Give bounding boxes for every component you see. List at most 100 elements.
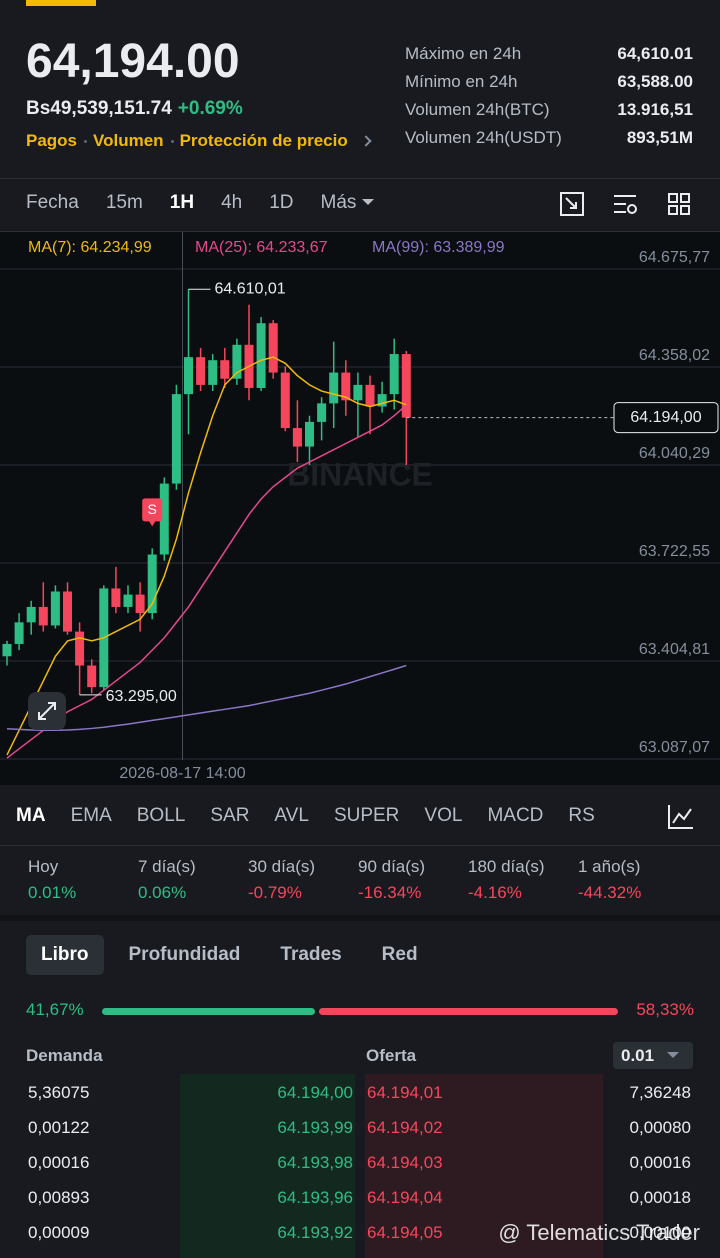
stat-row: Máximo en 24h 64,610.01: [405, 44, 693, 72]
candle-body: [2, 643, 12, 657]
icon-settings[interactable]: [614, 195, 636, 213]
book-tab[interactable]: Libro: [26, 935, 104, 975]
book-tab[interactable]: Red: [381, 944, 418, 965]
candle-body: [232, 344, 242, 379]
marker-text: S: [148, 501, 157, 517]
ask-price: 64.194,05: [367, 1223, 443, 1242]
perf-change: -4.16%: [468, 883, 522, 902]
bid-qty: 0,00016: [28, 1153, 90, 1172]
perf-change: -44.32%: [578, 883, 642, 902]
candle-body: [135, 594, 145, 614]
last-price: 64,194.00: [26, 35, 240, 88]
caret: [362, 199, 375, 211]
icon-fullscreen[interactable]: [560, 192, 584, 216]
indicator[interactable]: SAR: [210, 805, 250, 826]
indicator[interactable]: RS: [568, 805, 595, 826]
interval[interactable]: 1H: [169, 192, 195, 213]
interval[interactable]: 15m: [105, 192, 143, 213]
perf-period: 180 día(s): [468, 857, 545, 876]
candle-body: [14, 622, 24, 644]
ask-header: Oferta: [366, 1046, 417, 1065]
ask-price: 64.194,01: [367, 1083, 443, 1102]
change: +0.69%: [177, 98, 243, 119]
book-tab[interactable]: Profundidad: [128, 944, 241, 965]
ask-pct: 58,33%: [636, 1000, 694, 1019]
stat-value: 893,51M: [626, 128, 693, 147]
candle-body: [329, 372, 339, 404]
candle-body: [196, 357, 206, 385]
current-price-box: [613, 402, 719, 434]
y-tick-label: 64.675,77: [639, 249, 710, 266]
interval[interactable]: Fecha: [26, 192, 79, 213]
divider: [0, 231, 720, 232]
candle-body: [365, 384, 375, 407]
chart: 64.675,77 64.358,02 64.040,29 63.722,55 63.4…: [0, 232, 720, 785]
icon-indicators[interactable]: [666, 802, 696, 832]
perf-change: -16.34%: [358, 883, 422, 902]
interval[interactable]: 4h: [221, 192, 243, 213]
indicators: MA EMA BOLL SAR AVL SUPER VOL MACD RS: [16, 805, 666, 827]
indicator[interactable]: SUPER: [333, 805, 400, 826]
indicator[interactable]: EMA: [70, 805, 112, 826]
bid-header: Demanda: [26, 1046, 103, 1065]
ma-legend: MA(25): 64.233,67: [195, 239, 328, 256]
link[interactable]: Pagos: [26, 131, 78, 150]
bid-price: 64.193,96: [277, 1188, 353, 1207]
ask-bar: [319, 1008, 618, 1015]
indicator[interactable]: AVL: [274, 805, 309, 826]
stat-row: Mínimo en 24h 63,588.00: [405, 72, 693, 100]
perf-period: 30 día(s): [248, 857, 316, 876]
indicator[interactable]: VOL: [424, 805, 463, 826]
min-label: 63.295,00: [106, 688, 177, 705]
expand-button[interactable]: [28, 692, 66, 730]
intervals: Fecha 15m 1H 4h 1D Más: [26, 192, 375, 214]
y-tick-label: 64.040,29: [639, 445, 710, 462]
interval[interactable]: Más: [321, 192, 375, 214]
link[interactable]: Volumen: [84, 131, 164, 150]
section-gap: [0, 915, 720, 921]
candle-body: [268, 323, 278, 373]
candle-body: [63, 591, 72, 632]
link[interactable]: Protección de precio: [170, 131, 348, 150]
watermark: @ Telematics Trader: [498, 1220, 700, 1245]
candle-body: [353, 384, 363, 401]
candle-body: [292, 428, 302, 447]
expand-icon: [38, 702, 56, 720]
stat-value: 64,610.01: [617, 44, 693, 63]
stats: Máximo en 24h 64,610.01 Mínimo en 24h 63,58…: [405, 44, 693, 156]
toolbar-icons: [560, 192, 690, 216]
candle-body: [389, 354, 399, 395]
interval[interactable]: 1D: [269, 192, 294, 213]
ask-price: 64.194,03: [367, 1153, 443, 1172]
indicator[interactable]: MACD: [487, 805, 544, 826]
performance: Hoy 0.01% 7 día(s) 0.06% 30 día(s) -0.79% 90 d…: [28, 857, 688, 903]
candle-body: [208, 360, 218, 385]
candle-body: [317, 403, 327, 422]
perf-period: 90 día(s): [358, 857, 426, 876]
bid-qty: 0,00009: [28, 1223, 90, 1242]
fiat-value: Bs49,539,151.74: [26, 98, 172, 119]
bid-price: 64.193,92: [277, 1223, 353, 1242]
indicator[interactable]: MA: [16, 805, 46, 826]
book-tabs: Libro Profundidad Trades Red: [26, 935, 433, 975]
x-label: 2026-08-17 14:00: [119, 765, 245, 782]
perf-change: 0.06%: [138, 883, 187, 902]
precision-select[interactable]: 0.01: [613, 1042, 693, 1069]
candle-body: [159, 483, 169, 555]
candle-body: [280, 372, 290, 429]
candle-body: [377, 394, 387, 407]
ask-depth: [365, 1074, 603, 1258]
perf-period: 1 año(s): [578, 857, 641, 876]
ma-legend: MA(99): 63.389,99: [372, 239, 505, 256]
links: Pagos Volumen Protección de precio: [26, 131, 372, 151]
ma-line: [6, 404, 407, 759]
candle-body: [401, 354, 411, 418]
book-tab[interactable]: Trades: [280, 944, 342, 965]
perf-period: 7 día(s): [138, 857, 196, 876]
ask-qty: 0,00100: [629, 1223, 691, 1242]
bid-qty: 5,36075: [28, 1083, 90, 1102]
bid-price: 64.193,99: [277, 1118, 353, 1137]
perf-item: 180 día(s) -4.16%: [468, 857, 578, 903]
indicator[interactable]: BOLL: [136, 805, 186, 826]
divider: [0, 845, 720, 846]
